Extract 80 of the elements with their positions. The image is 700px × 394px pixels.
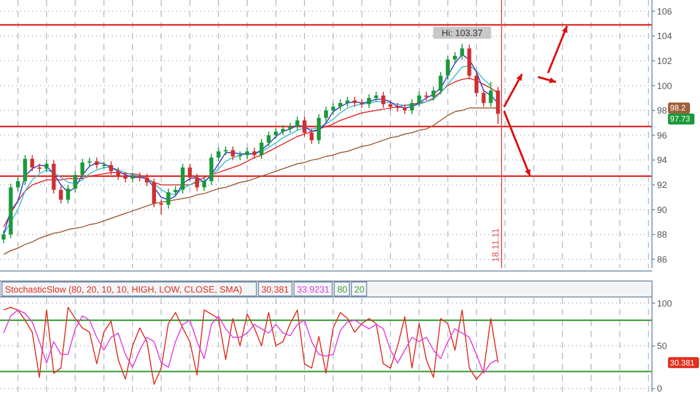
candlestick: [152, 178, 156, 208]
candlestick: [324, 106, 328, 122]
candlestick: [266, 131, 271, 147]
candlestick: [310, 128, 314, 144]
candlestick: [209, 153, 214, 186]
text: 97.73: [670, 114, 691, 124]
candlestick: [438, 71, 443, 95]
y-tick-label: 92: [657, 180, 668, 190]
candlestick: [374, 91, 378, 102]
candlestick: [288, 122, 292, 134]
y-tick-label: 86: [657, 254, 668, 264]
candlestick: [166, 188, 170, 209]
candlestick: [230, 146, 235, 161]
candlestick: [44, 160, 49, 173]
y-tick-label: 88: [657, 230, 668, 240]
candlestick: [367, 94, 371, 108]
annotation: 18.11.11: [490, 228, 501, 262]
candlestick: [80, 158, 84, 180]
candlestick: [446, 55, 450, 80]
candlestick: [174, 186, 178, 197]
candlestick: [346, 96, 350, 108]
candlestick: [452, 52, 457, 64]
y-tick-label: 104: [657, 31, 672, 42]
candlestick: [2, 230, 6, 244]
ref-line-label: 80: [337, 284, 348, 295]
candlestick: [432, 86, 436, 101]
candlestick: [116, 167, 120, 180]
candlestick: [302, 116, 306, 137]
candlestick: [482, 88, 486, 108]
candlestick: [245, 147, 250, 160]
line-series: [3, 306, 498, 385]
candlestick: [260, 138, 264, 160]
annotation: Hi: 103.37: [442, 28, 483, 38]
text: 30.381: [670, 358, 696, 368]
y-tick-label: 90: [657, 204, 668, 215]
candlestick: [180, 163, 185, 194]
y-tick-label: 106: [657, 6, 672, 16]
candlestick: [381, 91, 386, 108]
candlestick: [338, 98, 342, 111]
candlestick: [417, 91, 422, 108]
ref-line-label: 20: [354, 284, 364, 295]
candlestick: [295, 116, 300, 131]
candlestick: [58, 186, 63, 204]
y-tick-label: 94: [657, 155, 668, 166]
candlestick: [23, 154, 28, 186]
candlestick: [144, 173, 149, 187]
candlestick: [123, 172, 128, 183]
chart-title: StochasticSlow (80, 20, 10, 10, HIGH, LOW, CLOSE, SMA): [5, 284, 242, 295]
candlestick: [316, 114, 321, 144]
candlestick: [460, 43, 464, 60]
text: 33.9231: [297, 284, 330, 295]
y-tick-label: 0: [657, 384, 662, 394]
line-series: [3, 309, 498, 374]
series-label: 30.381: [261, 284, 289, 295]
y-tick-label: 96: [657, 130, 668, 140]
candlestick: [496, 86, 500, 125]
y-tick-label: 102: [657, 56, 672, 66]
candlestick: [66, 184, 70, 204]
candlestick: [331, 102, 336, 115]
candlestick: [252, 147, 256, 160]
y-tick-label: 50: [657, 341, 668, 352]
candlestick: [402, 104, 407, 115]
y-tick-label: 98: [657, 106, 668, 116]
candlestick: [109, 160, 114, 176]
candlestick: [130, 172, 135, 183]
candlestick: [202, 176, 206, 192]
candlestick: [274, 127, 278, 140]
text: 98.2: [670, 104, 686, 113]
candlestick: [388, 100, 392, 111]
candlestick: [195, 173, 200, 192]
candlestick: [488, 81, 493, 108]
candlestick: [352, 96, 357, 108]
candlestick: [16, 176, 20, 192]
y-tick-label: 100: [657, 298, 672, 308]
candlestick: [410, 98, 414, 115]
candlestick: [216, 147, 220, 162]
candlestick: [474, 71, 478, 98]
candlestick: [281, 124, 285, 136]
candlestick: [188, 163, 192, 182]
y-tick-label: 100: [657, 80, 672, 91]
